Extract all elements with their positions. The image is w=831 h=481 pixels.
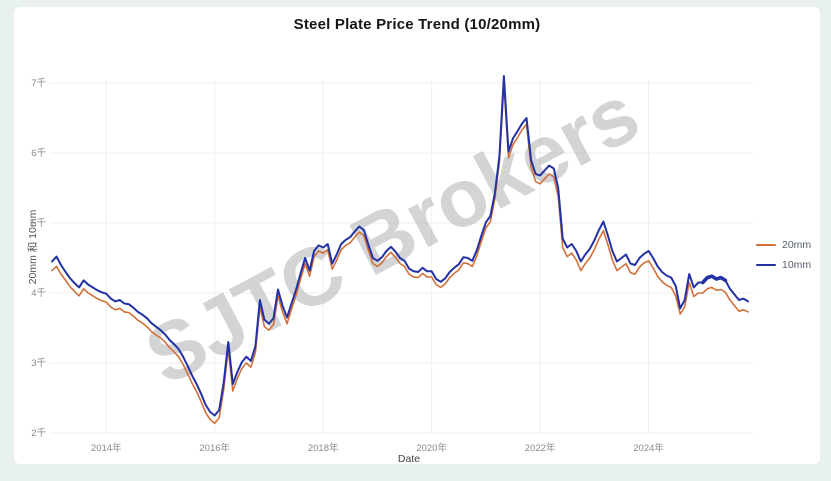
y-tick-label: 7千 [31,78,46,89]
watermark-text: SJTC Brokers [132,68,654,403]
x-tick-label: 2018年 [308,442,339,454]
x-tick-label: 2022年 [525,442,556,454]
axis-ticks-layer: 2千 3千 4千 5千 6千 7千 2014年 2016年 2018年 2020年 2022年 202… [31,78,664,454]
x-tick-label: 2020年 [416,442,447,454]
x-tick-label: 2016年 [199,442,230,454]
legend-label-10mm: 10mm [782,259,812,271]
y-tick-label: 3千 [31,358,46,369]
y-tick-label: 2千 [31,428,46,439]
grid-layer [50,80,753,434]
chart-title: Steel Plate Price Trend (10/20mm) [293,16,541,33]
series-line-20mm [51,83,749,425]
y-tick-label: 5千 [31,218,46,229]
chart-legend: 20mm 10mm [756,239,811,271]
legend-swatch-10mm-icon [756,263,776,267]
y-tick-label: 6千 [31,148,46,159]
series-line-bold-segment-10mm [700,274,728,285]
y-tick-label: 4千 [31,288,46,299]
x-axis-title: Date [397,453,421,465]
legend-label-20mm: 20mm [782,239,812,251]
series-line-10mm [51,75,749,417]
legend-item-20mm[interactable]: 20mm [756,239,811,251]
legend-swatch-20mm-icon [756,243,776,247]
legend-item-10mm[interactable]: 10mm [756,259,811,271]
x-tick-label: 2014年 [91,442,122,454]
x-tick-label: 2024年 [633,442,664,454]
series-layer [51,75,749,425]
